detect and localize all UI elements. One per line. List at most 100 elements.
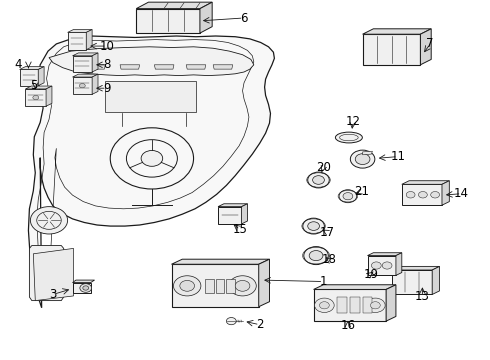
Circle shape xyxy=(226,318,236,325)
Bar xyxy=(216,279,224,293)
Ellipse shape xyxy=(335,132,363,143)
Text: 6: 6 xyxy=(240,12,247,24)
Bar xyxy=(226,279,235,293)
Circle shape xyxy=(382,262,392,269)
Text: 9: 9 xyxy=(103,82,111,95)
Circle shape xyxy=(366,298,385,312)
Polygon shape xyxy=(172,264,259,307)
Text: 3: 3 xyxy=(49,288,57,301)
Bar xyxy=(105,81,196,112)
Circle shape xyxy=(308,172,329,188)
Text: 20: 20 xyxy=(316,161,331,174)
Circle shape xyxy=(141,150,163,166)
Polygon shape xyxy=(172,259,270,264)
Circle shape xyxy=(371,262,381,269)
Circle shape xyxy=(79,84,85,88)
Polygon shape xyxy=(432,266,440,294)
Circle shape xyxy=(180,280,195,291)
Polygon shape xyxy=(68,32,86,50)
Polygon shape xyxy=(154,65,174,69)
Text: 5: 5 xyxy=(29,79,37,92)
Circle shape xyxy=(83,286,89,290)
Circle shape xyxy=(343,193,353,200)
Polygon shape xyxy=(259,259,270,307)
Polygon shape xyxy=(38,67,44,86)
Circle shape xyxy=(418,192,427,198)
Text: 15: 15 xyxy=(233,223,247,236)
Circle shape xyxy=(309,251,323,261)
Text: 8: 8 xyxy=(103,58,111,71)
Polygon shape xyxy=(402,181,449,184)
Polygon shape xyxy=(442,181,449,205)
Text: 7: 7 xyxy=(426,37,434,50)
Text: 16: 16 xyxy=(341,319,355,332)
Circle shape xyxy=(235,280,250,291)
Circle shape xyxy=(319,302,329,309)
Polygon shape xyxy=(92,74,98,94)
Circle shape xyxy=(350,150,375,168)
Polygon shape xyxy=(213,65,233,69)
Polygon shape xyxy=(136,2,212,9)
Polygon shape xyxy=(28,36,274,308)
Polygon shape xyxy=(120,65,140,69)
Polygon shape xyxy=(73,53,98,56)
Circle shape xyxy=(33,95,39,100)
Polygon shape xyxy=(33,248,74,301)
Text: 2: 2 xyxy=(256,318,264,331)
Polygon shape xyxy=(368,256,396,275)
Circle shape xyxy=(308,222,319,230)
Polygon shape xyxy=(20,67,44,69)
Bar xyxy=(205,279,214,293)
Polygon shape xyxy=(396,253,402,275)
Polygon shape xyxy=(314,289,386,321)
Polygon shape xyxy=(73,74,98,77)
Circle shape xyxy=(431,192,440,198)
Polygon shape xyxy=(200,2,212,33)
Polygon shape xyxy=(136,9,200,33)
Polygon shape xyxy=(68,30,92,32)
Polygon shape xyxy=(392,270,432,294)
Circle shape xyxy=(80,284,92,292)
Text: 10: 10 xyxy=(99,40,114,53)
Polygon shape xyxy=(73,283,91,293)
Polygon shape xyxy=(402,184,442,205)
Circle shape xyxy=(339,190,357,203)
Polygon shape xyxy=(363,29,431,34)
Text: 12: 12 xyxy=(345,115,360,128)
Circle shape xyxy=(406,192,415,198)
Polygon shape xyxy=(73,77,92,94)
Polygon shape xyxy=(386,285,396,321)
Polygon shape xyxy=(20,69,38,86)
Circle shape xyxy=(303,218,324,234)
Text: 1: 1 xyxy=(319,275,327,288)
Text: 19: 19 xyxy=(364,268,378,281)
Text: 14: 14 xyxy=(454,187,469,200)
Bar xyxy=(363,297,372,313)
Text: 17: 17 xyxy=(319,226,334,239)
Circle shape xyxy=(304,247,328,265)
Circle shape xyxy=(313,176,324,184)
Polygon shape xyxy=(29,246,64,301)
Polygon shape xyxy=(363,34,420,65)
Circle shape xyxy=(229,276,256,296)
Polygon shape xyxy=(392,266,440,270)
Polygon shape xyxy=(218,207,242,224)
Text: 21: 21 xyxy=(354,185,368,198)
Polygon shape xyxy=(73,56,92,72)
Polygon shape xyxy=(86,30,92,50)
Circle shape xyxy=(355,154,370,165)
Polygon shape xyxy=(86,65,105,69)
Polygon shape xyxy=(368,253,402,256)
Polygon shape xyxy=(92,53,98,72)
Polygon shape xyxy=(314,285,396,289)
Circle shape xyxy=(173,276,201,296)
Circle shape xyxy=(370,302,380,309)
Circle shape xyxy=(315,298,334,312)
Polygon shape xyxy=(186,65,206,69)
Circle shape xyxy=(30,207,68,234)
Polygon shape xyxy=(25,86,52,89)
Text: 18: 18 xyxy=(322,253,337,266)
Polygon shape xyxy=(363,151,372,155)
Polygon shape xyxy=(218,204,247,207)
Polygon shape xyxy=(420,29,431,65)
